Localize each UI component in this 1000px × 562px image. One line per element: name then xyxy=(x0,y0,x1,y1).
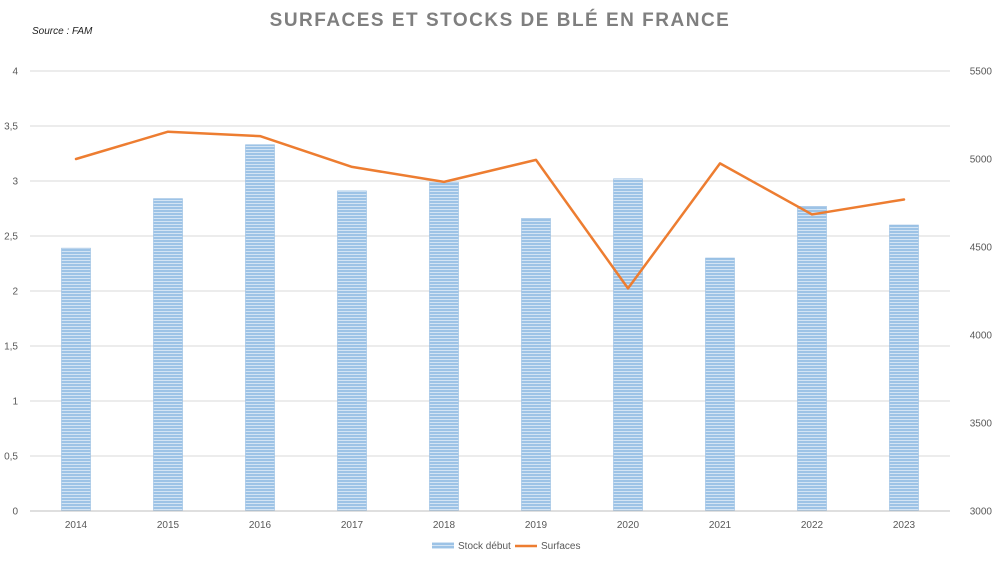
bar-stock-debut xyxy=(61,247,91,512)
x-tick-label: 2019 xyxy=(525,520,548,531)
y-right-tick-label: 3000 xyxy=(970,507,993,518)
line-surfaces-point xyxy=(627,287,629,289)
legend-swatch-stock-debut xyxy=(432,542,454,549)
line-surfaces-point xyxy=(167,131,169,133)
bar-stock-debut xyxy=(797,206,827,512)
bar-stock-debut xyxy=(429,181,459,512)
line-surfaces-point xyxy=(351,166,353,168)
y-left-tick-label: 0 xyxy=(12,507,18,518)
y-left-tick-label: 1 xyxy=(12,397,18,408)
y-left-tick-label: 4 xyxy=(12,67,18,78)
line-surfaces-point xyxy=(719,162,721,164)
bar-stock-debut xyxy=(613,178,643,512)
line-surfaces-point xyxy=(811,213,813,215)
x-tick-label: 2017 xyxy=(341,520,364,531)
x-tick-label: 2016 xyxy=(249,520,272,531)
y-left-tick-label: 1,5 xyxy=(4,342,18,353)
x-tick-label: 2015 xyxy=(157,520,180,531)
y-left-tick-label: 0,5 xyxy=(4,452,18,463)
y-left-tick-label: 2 xyxy=(12,287,18,298)
legend-label-stock-debut: Stock début xyxy=(458,541,511,552)
line-surfaces-point xyxy=(535,159,537,161)
line-surfaces-point xyxy=(903,198,905,200)
x-tick-label: 2020 xyxy=(617,520,640,531)
chart-source: Source : FAM xyxy=(32,26,93,37)
legend-label-surfaces: Surfaces xyxy=(541,541,580,552)
y-right-tick-label: 4000 xyxy=(970,331,993,342)
bar-stock-debut xyxy=(889,224,919,512)
y-right-tick-label: 4500 xyxy=(970,243,993,254)
x-tick-label: 2022 xyxy=(801,520,824,531)
bar-stock-debut xyxy=(521,218,551,512)
line-surfaces-point xyxy=(259,135,261,137)
y-right-tick-label: 3500 xyxy=(970,419,993,430)
bar-stock-debut xyxy=(705,257,735,512)
x-tick-label: 2021 xyxy=(709,520,732,531)
bar-stock-debut xyxy=(153,198,183,512)
line-surfaces-point xyxy=(75,158,77,160)
line-surfaces-point xyxy=(443,181,445,183)
bar-stock-debut xyxy=(245,144,275,512)
y-left-tick-label: 3 xyxy=(12,177,18,188)
y-right-tick-label: 5500 xyxy=(970,67,993,78)
bar-stock-debut xyxy=(337,190,367,512)
x-tick-label: 2023 xyxy=(893,520,916,531)
y-left-tick-label: 2,5 xyxy=(4,232,18,243)
chart-title: SURFACES ET STOCKS DE BLÉ EN FRANCE xyxy=(269,10,731,31)
y-right-tick-label: 5000 xyxy=(970,155,993,166)
x-tick-label: 2014 xyxy=(65,520,88,531)
y-left-tick-label: 3,5 xyxy=(4,122,18,133)
x-tick-label: 2018 xyxy=(433,520,456,531)
line-surfaces xyxy=(74,130,906,290)
